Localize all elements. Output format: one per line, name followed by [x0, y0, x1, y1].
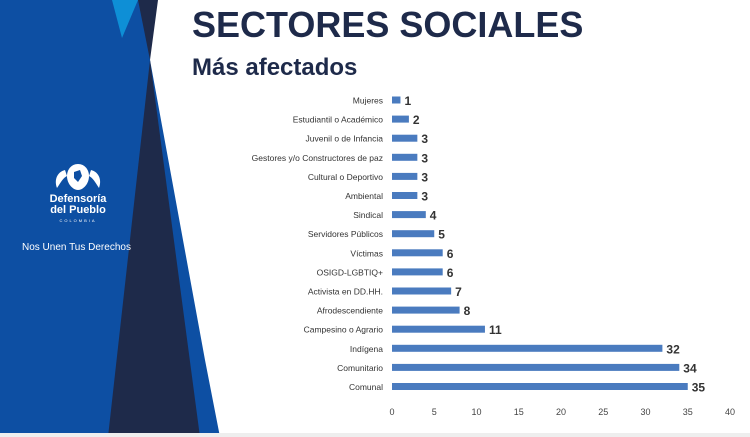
data-label: 1 — [404, 94, 411, 108]
bar — [392, 363, 680, 371]
bar — [392, 344, 663, 352]
brand-line-1: Defensoría — [49, 193, 107, 205]
data-label: 32 — [666, 342, 680, 356]
data-label: 6 — [447, 266, 454, 280]
bar — [392, 306, 460, 314]
page-title: SECTORES SOCIALES — [192, 4, 584, 45]
bar — [392, 249, 443, 257]
brand-logo: Defensoría del Pueblo COLOMBIA — [38, 160, 118, 223]
data-label: 2 — [413, 113, 420, 127]
bar — [392, 134, 418, 142]
bar — [392, 192, 418, 199]
category-label: Campesino o Agrario — [304, 325, 384, 335]
category-label: Mujeres — [353, 96, 383, 106]
data-label: 5 — [438, 228, 445, 242]
data-label: 6 — [447, 247, 454, 261]
category-label: Comunitario — [337, 363, 383, 373]
bar — [392, 325, 485, 333]
category-label: Afrodescendiente — [317, 306, 383, 316]
category-label: Cultural o Deportivo — [308, 172, 383, 182]
x-tick-label: 20 — [556, 407, 566, 417]
bar — [392, 96, 401, 104]
bar — [392, 230, 435, 238]
side-panel — [0, 0, 220, 437]
category-label: Sindical — [353, 210, 383, 220]
tagline: Nos Unen Tus Derechos — [22, 242, 131, 253]
category-label: Comunal — [349, 382, 383, 392]
bar — [392, 211, 426, 219]
bar — [392, 172, 418, 180]
x-tick-label: 35 — [683, 407, 693, 417]
category-label: Activista en DD.HH. — [308, 287, 383, 297]
panel-dark-stripe — [108, 0, 200, 437]
data-label: 3 — [421, 170, 428, 184]
category-label: Juvenil o de Infancia — [306, 134, 384, 144]
category-label: Víctimas — [350, 248, 383, 258]
data-label: 8 — [464, 304, 471, 318]
bottom-border — [0, 433, 750, 437]
panel-light-stripe — [112, 0, 138, 38]
data-label: 3 — [421, 151, 428, 165]
bar — [392, 287, 452, 295]
category-label: Gestores y/o Constructores de paz — [252, 153, 383, 163]
bar — [392, 115, 409, 123]
x-tick-label: 10 — [471, 407, 481, 417]
data-label: 34 — [683, 361, 697, 375]
bar — [392, 268, 443, 276]
brand-line-2: del Pueblo — [50, 204, 106, 216]
bar — [392, 153, 418, 161]
data-label: 3 — [421, 132, 428, 146]
data-label: 7 — [455, 285, 462, 299]
category-label: OSIGD-LGBTIQ+ — [317, 267, 383, 277]
data-label: 4 — [430, 209, 437, 223]
emblem-icon — [55, 164, 101, 190]
x-tick-label: 0 — [389, 407, 394, 417]
x-tick-label: 15 — [514, 407, 524, 417]
data-label: 11 — [489, 323, 502, 337]
brand-country: COLOMBIA — [59, 218, 97, 223]
category-label: Indígena — [350, 344, 383, 354]
x-tick-label: 40 — [725, 407, 735, 417]
bar — [392, 383, 688, 390]
category-label: Ambiental — [345, 191, 383, 201]
category-label: Estudiantil o Académico — [293, 115, 384, 125]
x-tick-label: 5 — [432, 407, 437, 417]
data-label: 3 — [421, 190, 428, 204]
x-tick-label: 30 — [640, 407, 650, 417]
category-label: Servidores Públicos — [308, 229, 383, 239]
data-label: 35 — [692, 381, 706, 395]
x-tick-label: 25 — [598, 407, 608, 417]
page-subtitle: Más afectados — [192, 54, 358, 81]
